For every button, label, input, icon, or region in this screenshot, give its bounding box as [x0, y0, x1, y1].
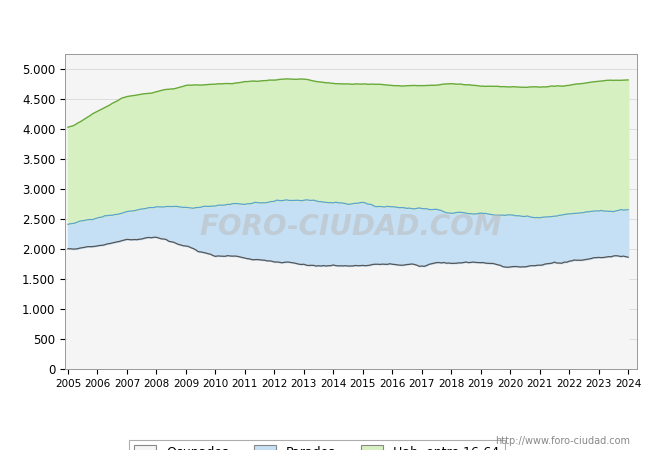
Text: http://www.foro-ciudad.com: http://www.foro-ciudad.com: [495, 436, 630, 446]
Legend: Ocupados, Parados, Hab. entre 16-64: Ocupados, Parados, Hab. entre 16-64: [129, 440, 504, 450]
Text: Dúrcal - Evolucion de la poblacion en edad de Trabajar Septiembre de 2024: Dúrcal - Evolucion de la poblacion en ed…: [73, 17, 577, 30]
Text: FORO-CIUDAD.COM: FORO-CIUDAD.COM: [200, 213, 502, 241]
